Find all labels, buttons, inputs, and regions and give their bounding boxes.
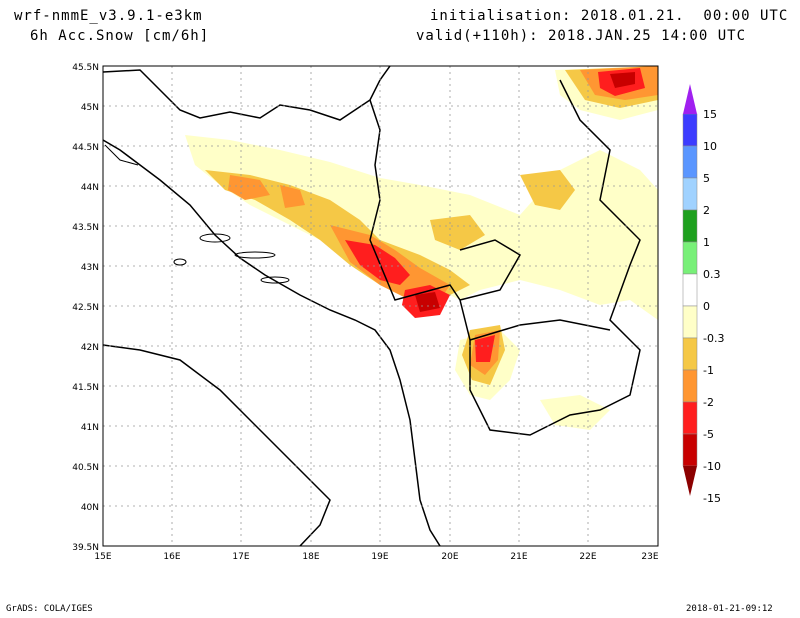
colorbar-box bbox=[682, 401, 698, 435]
lon-label: 23E bbox=[641, 552, 658, 562]
lat-label: 42.5N bbox=[72, 303, 99, 313]
colorbar-label: 0 bbox=[703, 300, 710, 313]
colorbar-label: -5 bbox=[703, 428, 714, 441]
colorbar-box bbox=[682, 241, 698, 275]
lon-label: 18E bbox=[302, 552, 319, 562]
footer-right: 2018-01-21-09:12 bbox=[686, 604, 773, 614]
lat-label: 39.5N bbox=[72, 543, 99, 553]
colorbar-box bbox=[682, 369, 698, 403]
colorbar-label: -1 bbox=[703, 364, 714, 377]
lat-label: 45N bbox=[81, 103, 99, 113]
lon-label: 21E bbox=[510, 552, 527, 562]
colorbar-label: 10 bbox=[703, 140, 717, 153]
colorbar-label: -15 bbox=[703, 492, 721, 505]
colorbar-box bbox=[682, 305, 698, 339]
colorbar-box bbox=[682, 145, 698, 179]
snow-field bbox=[185, 66, 658, 430]
colorbar-box bbox=[682, 209, 698, 243]
lat-label: 44.5N bbox=[72, 143, 99, 153]
init-time: initialisation: 2018.01.21. 00:00 UTC bbox=[430, 8, 789, 24]
colorbar: 15 10 5 2 1 0.3 0 -0.3 -1 -2 -5 -10 -15 bbox=[682, 84, 724, 505]
colorbar-label: 0.3 bbox=[703, 268, 721, 281]
colorbar-box bbox=[682, 177, 698, 211]
lat-label: 43.5N bbox=[72, 223, 99, 233]
islands bbox=[104, 144, 290, 284]
lat-label: 41N bbox=[81, 423, 99, 433]
colorbar-label: -2 bbox=[703, 396, 714, 409]
lon-label: 22E bbox=[579, 552, 596, 562]
colorbar-box bbox=[682, 337, 698, 371]
lat-label: 44N bbox=[81, 183, 99, 193]
longitude-labels: 15E 16E 17E 18E 19E 20E 21E 22E 23E bbox=[94, 552, 658, 562]
lon-label: 20E bbox=[441, 552, 458, 562]
lon-label: 15E bbox=[94, 552, 111, 562]
lon-label: 16E bbox=[163, 552, 180, 562]
lat-label: 43N bbox=[81, 263, 99, 273]
map-grid bbox=[103, 66, 658, 546]
lat-label: 40N bbox=[81, 503, 99, 513]
lat-label: 42N bbox=[81, 343, 99, 353]
colorbar-bottom-arrow bbox=[683, 466, 697, 496]
colorbar-label: 5 bbox=[703, 172, 710, 185]
colorbar-label: 1 bbox=[703, 236, 710, 249]
colorbar-label: -0.3 bbox=[703, 332, 724, 345]
colorbar-box bbox=[682, 113, 698, 147]
valid-time: valid(+110h): 2018.JAN.25 14:00 UTC bbox=[416, 28, 747, 44]
footer-left: GrADS: COLA/IGES bbox=[6, 604, 93, 614]
latitude-labels: 45.5N 45N 44.5N 44N 43.5N 43N 42.5N 42N … bbox=[72, 63, 99, 553]
map-frame bbox=[102, 65, 659, 547]
coastlines-borders bbox=[103, 66, 641, 546]
lat-label: 40.5N bbox=[72, 463, 99, 473]
lon-label: 17E bbox=[232, 552, 249, 562]
colorbar-box bbox=[682, 273, 698, 307]
model-title: wrf-nmmE_v3.9.1-e3km bbox=[14, 8, 203, 24]
field-title: 6h Acc.Snow [cm/6h] bbox=[30, 28, 210, 44]
colorbar-label: 2 bbox=[703, 204, 710, 217]
colorbar-top-arrow bbox=[683, 84, 697, 114]
lon-label: 19E bbox=[371, 552, 388, 562]
colorbar-box bbox=[682, 433, 698, 467]
lat-label: 45.5N bbox=[72, 63, 99, 73]
lat-label: 41.5N bbox=[72, 383, 99, 393]
colorbar-label: 15 bbox=[703, 108, 717, 121]
colorbar-label: -10 bbox=[703, 460, 721, 473]
